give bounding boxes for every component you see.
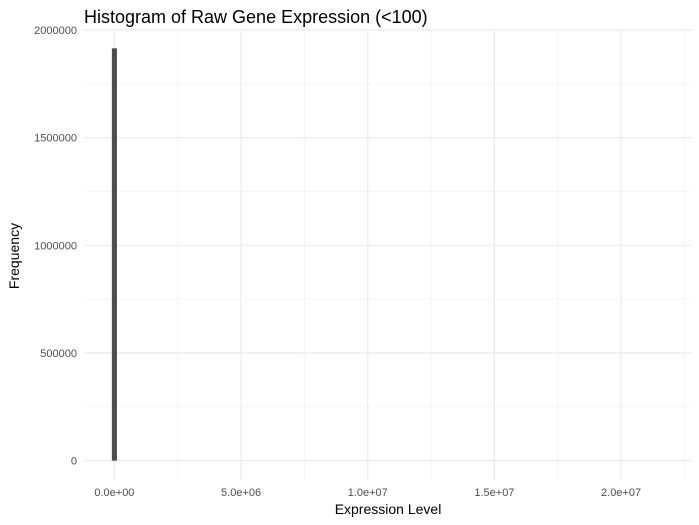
x-axis-ticks: 0.0e+00 5.0e+06 1.0e+07 1.5e+07 2.0e+07 <box>94 487 641 499</box>
x-tick-label: 0.0e+00 <box>94 487 134 499</box>
histogram-bar <box>111 48 117 461</box>
x-tick-label: 1.0e+07 <box>348 487 388 499</box>
y-tick-label: 2000000 <box>34 25 77 37</box>
x-tick-label: 1.5e+07 <box>474 487 514 499</box>
bars <box>111 48 117 461</box>
grid-layer <box>84 29 692 480</box>
x-tick-label: 5.0e+06 <box>221 487 261 499</box>
x-tick-label: 2.0e+07 <box>601 487 641 499</box>
y-tick-label: 1000000 <box>34 240 77 252</box>
chart-title: Histogram of Raw Gene Expression (<100) <box>84 7 428 27</box>
y-axis-title: Frequency <box>6 223 22 289</box>
y-tick-label: 0 <box>71 456 77 468</box>
y-tick-label: 1500000 <box>34 133 77 145</box>
y-axis-ticks: 0 500000 1000000 1500000 2000000 <box>34 25 77 468</box>
y-tick-label: 500000 <box>40 348 77 360</box>
x-axis-title: Expression Level <box>335 501 442 517</box>
